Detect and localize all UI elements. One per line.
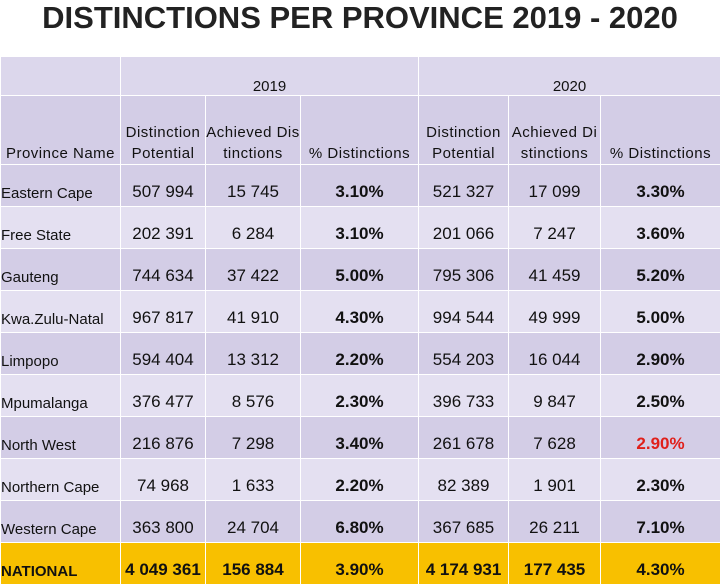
- data-cell: 3.30%: [601, 165, 720, 207]
- data-cell: 9 847: [509, 375, 601, 417]
- data-cell: 37 422: [206, 249, 301, 291]
- column-header: Distinction Potential: [419, 96, 509, 165]
- title: DISTINCTIONS PER PROVINCE 2019 - 2020: [0, 0, 720, 36]
- column-header: Distinction Potential: [121, 96, 206, 165]
- data-cell: 7.10%: [601, 501, 720, 543]
- province-name: North West: [1, 417, 121, 459]
- data-cell: 5.00%: [301, 249, 419, 291]
- data-cell: 4 174 931: [419, 543, 509, 585]
- year-row: 2019 2020: [1, 57, 720, 96]
- data-cell: 5.20%: [601, 249, 720, 291]
- data-cell: 367 685: [419, 501, 509, 543]
- data-cell: 994 544: [419, 291, 509, 333]
- data-cell: 7 247: [509, 207, 601, 249]
- data-cell: 15 745: [206, 165, 301, 207]
- data-cell: 177 435: [509, 543, 601, 585]
- data-cell: 74 968: [121, 459, 206, 501]
- data-cell: 216 876: [121, 417, 206, 459]
- page: DISTINCTIONS PER PROVINCE 2019 - 2020 20…: [0, 0, 720, 540]
- data-cell: 156 884: [206, 543, 301, 585]
- data-cell: 376 477: [121, 375, 206, 417]
- data-cell: 3.10%: [301, 207, 419, 249]
- year-header: 2019: [121, 57, 419, 96]
- column-header: % Distinctions: [601, 96, 720, 165]
- data-cell: 3.90%: [301, 543, 419, 585]
- data-cell: 7 298: [206, 417, 301, 459]
- province-name: Eastern Cape: [1, 165, 121, 207]
- data-cell: 16 044: [509, 333, 601, 375]
- column-header: Province Name: [1, 96, 121, 165]
- data-cell: 49 999: [509, 291, 601, 333]
- data-cell: 26 211: [509, 501, 601, 543]
- province-name: Mpumalanga: [1, 375, 121, 417]
- province-name: Limpopo: [1, 333, 121, 375]
- data-cell: 261 678: [419, 417, 509, 459]
- empty-cell: [1, 57, 121, 96]
- data-cell: 521 327: [419, 165, 509, 207]
- province-name: Free State: [1, 207, 121, 249]
- data-cell: 41 459: [509, 249, 601, 291]
- province-name: Kwa.Zulu-Natal: [1, 291, 121, 333]
- data-cell: 4.30%: [601, 543, 720, 585]
- data-cell: 6 284: [206, 207, 301, 249]
- province-name: Western Cape: [1, 501, 121, 543]
- province-name: Gauteng: [1, 249, 121, 291]
- data-cell: 795 306: [419, 249, 509, 291]
- data-cell: 41 910: [206, 291, 301, 333]
- data-cell: 2.30%: [301, 375, 419, 417]
- data-cell: 5.00%: [601, 291, 720, 333]
- data-cell: 2.90%: [601, 333, 720, 375]
- data-cell: 24 704: [206, 501, 301, 543]
- data-cell: 2.50%: [601, 375, 720, 417]
- data-cell: 202 391: [121, 207, 206, 249]
- column-header: Achieved Distinctions: [509, 96, 601, 165]
- data-cell: 4.30%: [301, 291, 419, 333]
- data-cell: 1 901: [509, 459, 601, 501]
- data-cell: 2.90%: [601, 417, 720, 459]
- data-cell: 967 817: [121, 291, 206, 333]
- data-cell: 7 628: [509, 417, 601, 459]
- data-cell: 4 049 361: [121, 543, 206, 585]
- data-cell: 363 800: [121, 501, 206, 543]
- data-cell: 8 576: [206, 375, 301, 417]
- data-cell: 17 099: [509, 165, 601, 207]
- data-cell: 2.30%: [601, 459, 720, 501]
- column-header: Achieved Distinctions: [206, 96, 301, 165]
- data-cell: 6.80%: [301, 501, 419, 543]
- data-cell: 82 389: [419, 459, 509, 501]
- data-cell: 744 634: [121, 249, 206, 291]
- data-cell: 554 203: [419, 333, 509, 375]
- data-cell: 201 066: [419, 207, 509, 249]
- column-header: % Distinctions: [301, 96, 419, 165]
- data-cell: 3.60%: [601, 207, 720, 249]
- year-header: 2020: [419, 57, 720, 96]
- data-cell: 507 994: [121, 165, 206, 207]
- data-cell: 396 733: [419, 375, 509, 417]
- data-cell: 1 633: [206, 459, 301, 501]
- data-cell: 2.20%: [301, 459, 419, 501]
- data-cell: 3.40%: [301, 417, 419, 459]
- province-name: Northern Cape: [1, 459, 121, 501]
- data-cell: 594 404: [121, 333, 206, 375]
- data-cell: 3.10%: [301, 165, 419, 207]
- data-cell: 13 312: [206, 333, 301, 375]
- data-cell: 2.20%: [301, 333, 419, 375]
- province-name: NATIONAL: [1, 543, 121, 585]
